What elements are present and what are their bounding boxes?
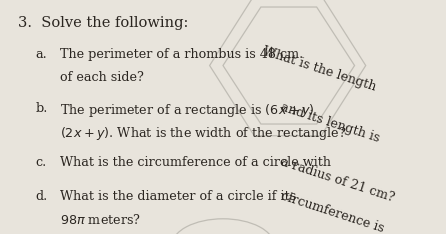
Text: a radius of 21 cm?: a radius of 21 cm? [279,156,396,205]
Text: and its length is: and its length is [279,101,381,145]
Text: The perimeter of a rhombus is 48 cm.: The perimeter of a rhombus is 48 cm. [60,48,303,61]
Text: $(2x + y)$. What is the width of the rectangle?: $(2x + y)$. What is the width of the rec… [60,125,347,142]
Text: What is the diameter of a circle if its: What is the diameter of a circle if its [60,190,297,203]
Text: $98\pi$ meters?: $98\pi$ meters? [60,213,141,227]
Text: a.: a. [36,48,47,61]
Text: The perimeter of a rectangle is $(6x + y)$: The perimeter of a rectangle is $(6x + y… [60,102,315,119]
Text: What is the length: What is the length [261,44,378,93]
Text: 3.  Solve the following:: 3. Solve the following: [18,16,188,30]
Text: c.: c. [36,156,47,169]
Text: of each side?: of each side? [60,71,144,84]
Text: d.: d. [36,190,48,203]
Text: What is the circumference of a circle with: What is the circumference of a circle wi… [60,156,331,169]
Text: b.: b. [36,102,48,115]
Text: circumference is: circumference is [279,190,386,234]
